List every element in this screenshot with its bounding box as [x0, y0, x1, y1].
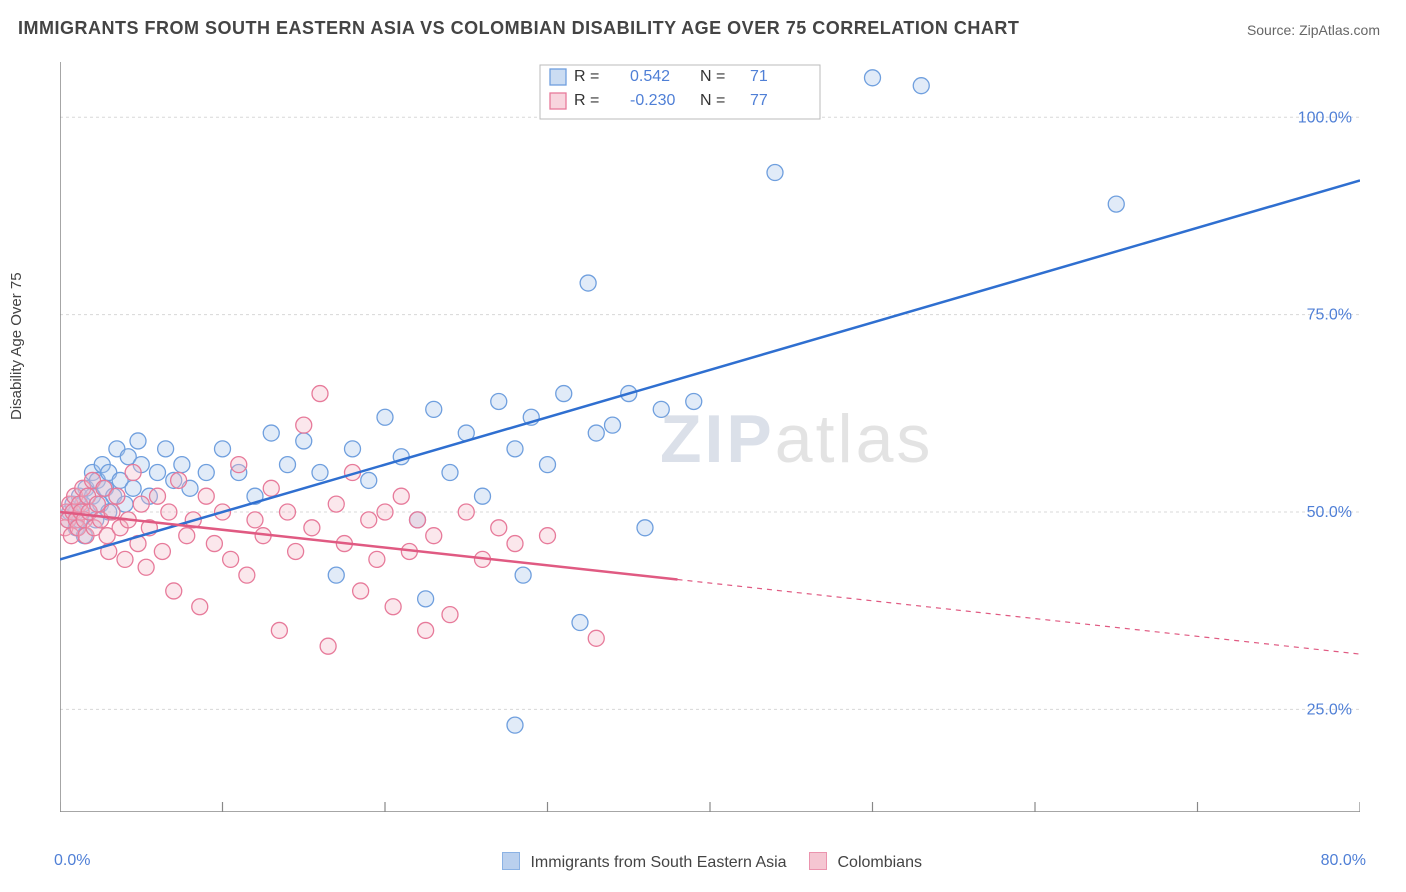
- y-axis-label: Disability Age Over 75: [8, 272, 25, 420]
- svg-text:77: 77: [750, 92, 768, 109]
- svg-text:50.0%: 50.0%: [1307, 504, 1352, 521]
- chart-title: IMMIGRANTS FROM SOUTH EASTERN ASIA VS CO…: [18, 18, 1019, 39]
- scatter-chart-svg: 25.0% 50.0% 75.0% 100.0% R = 0.542 N = 71 R = -0.…: [60, 62, 1360, 812]
- legend-label-series2: Colombians: [837, 854, 921, 871]
- svg-text:71: 71: [750, 68, 768, 85]
- svg-text:-0.230: -0.230: [630, 92, 675, 109]
- chart-area: 25.0% 50.0% 75.0% 100.0% R = 0.542 N = 71 R = -0.…: [60, 62, 1360, 812]
- svg-text:R =: R =: [574, 68, 599, 85]
- svg-text:N =: N =: [700, 68, 725, 85]
- svg-text:R =: R =: [574, 92, 599, 109]
- svg-text:100.0%: 100.0%: [1298, 109, 1352, 126]
- bottom-legend: Immigrants from South Eastern Asia Colom…: [0, 852, 1406, 872]
- legend-swatch-series2: [809, 852, 827, 870]
- svg-text:0.542: 0.542: [630, 68, 670, 85]
- svg-text:75.0%: 75.0%: [1307, 307, 1352, 324]
- svg-text:N =: N =: [700, 92, 725, 109]
- legend-label-series1: Immigrants from South Eastern Asia: [530, 854, 786, 871]
- svg-text:25.0%: 25.0%: [1307, 701, 1352, 718]
- source-label: Source: ZipAtlas.com: [1247, 22, 1380, 38]
- legend-swatch-series1: [502, 852, 520, 870]
